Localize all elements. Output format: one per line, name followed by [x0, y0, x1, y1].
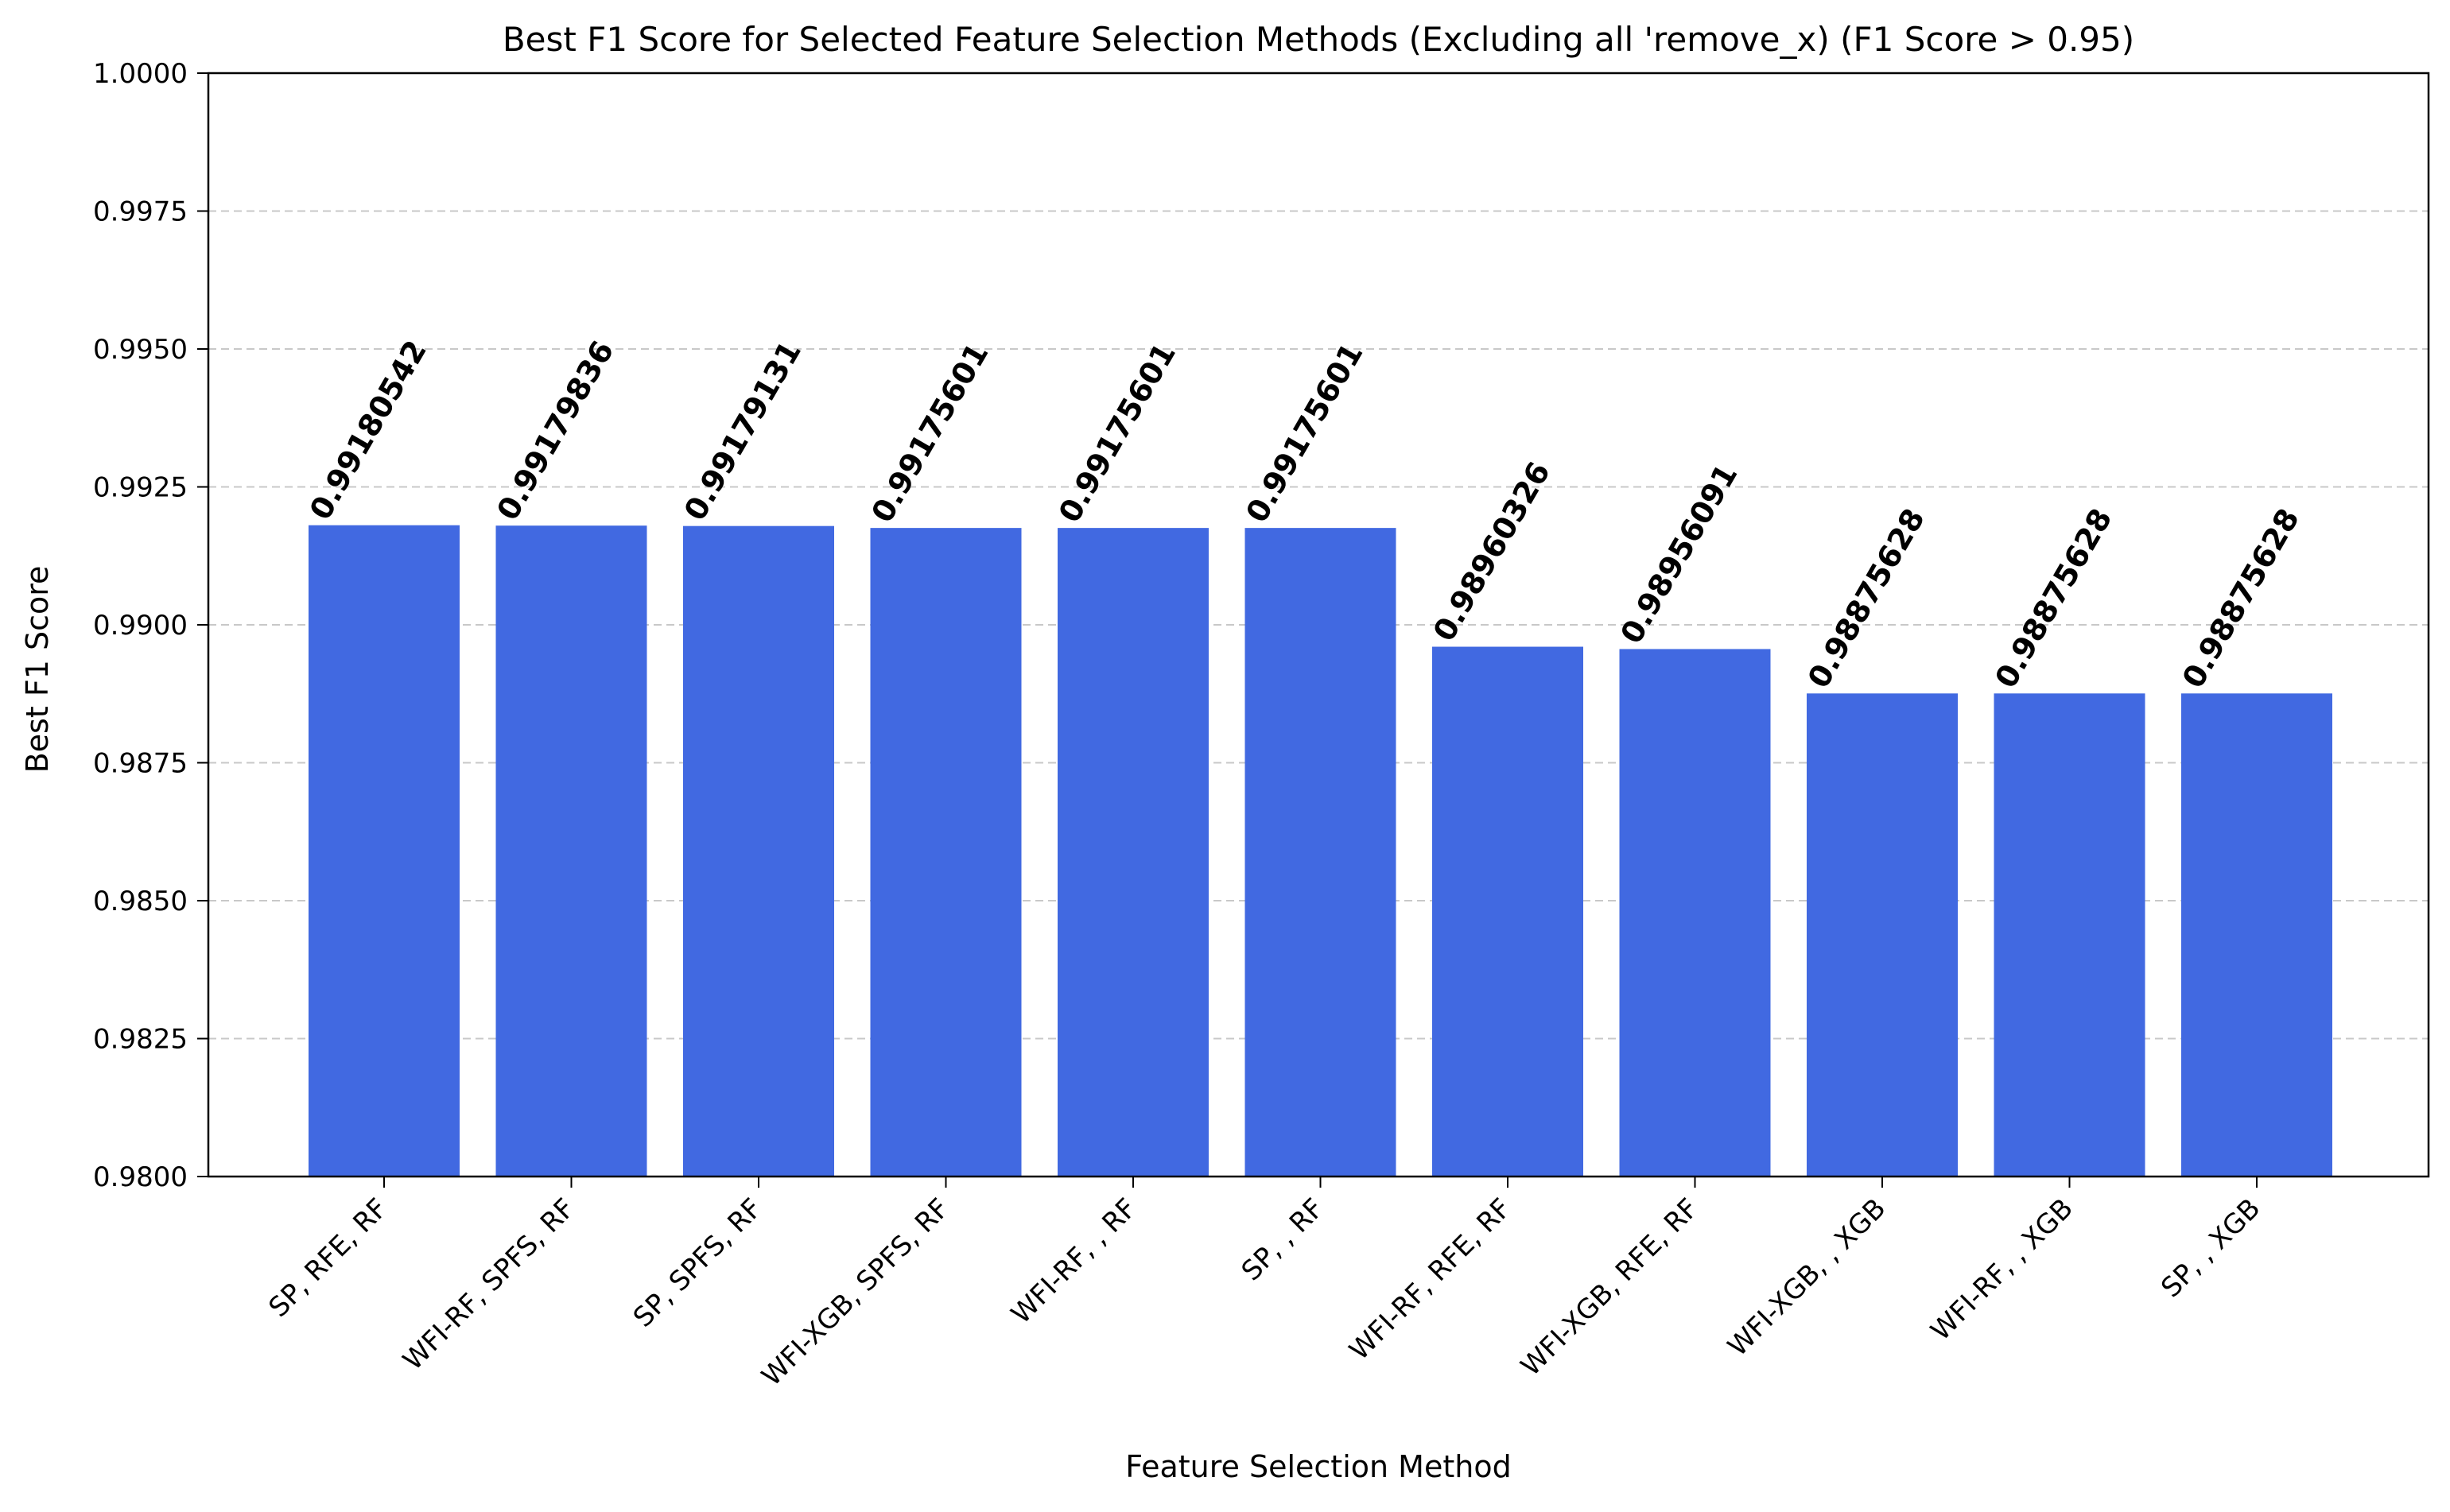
y-tick-label: 0.9950 — [93, 334, 188, 366]
bar — [870, 528, 1022, 1177]
bar — [1994, 693, 2145, 1177]
y-ticks: 0.9800 0.9825 0.9850 0.9875 0.9900 0.9925 0.99… — [93, 58, 208, 1193]
bar — [1807, 693, 1958, 1177]
y-tick-label: 0.9975 — [93, 196, 188, 228]
bar — [2181, 693, 2332, 1177]
y-tick-label: 0.9825 — [93, 1024, 188, 1056]
bar — [1432, 646, 1583, 1177]
y-tick-label: 0.9900 — [93, 610, 188, 642]
y-tick-label: 0.9800 — [93, 1161, 188, 1193]
y-axis-label: Best F1 Score — [20, 566, 55, 773]
y-tick-label: 0.9875 — [93, 748, 188, 780]
y-tick-label: 0.9850 — [93, 886, 188, 917]
bar — [495, 525, 647, 1177]
bar — [1244, 528, 1396, 1177]
bar — [1619, 649, 1771, 1177]
chart-title: Best F1 Score for Selected Feature Selec… — [503, 20, 2134, 59]
y-tick-label: 1.0000 — [93, 58, 188, 90]
x-axis-label: Feature Selection Method — [1125, 1449, 1511, 1484]
bar — [1058, 528, 1209, 1177]
bars — [309, 525, 2332, 1177]
y-tick-label: 0.9925 — [93, 472, 188, 504]
bar — [683, 525, 834, 1177]
bar — [309, 525, 460, 1177]
